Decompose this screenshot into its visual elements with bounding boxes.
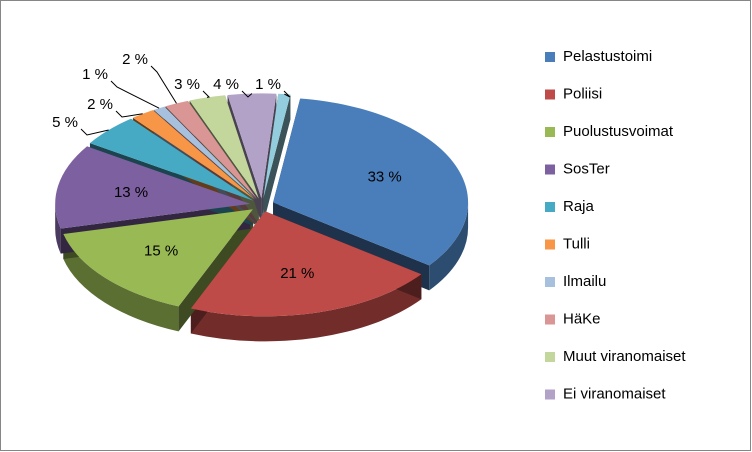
slice: [63, 209, 253, 307]
legend-label: HäKe: [563, 310, 601, 327]
slice-side: [63, 233, 179, 332]
leader-line: [202, 90, 211, 98]
data-label: 21 %: [280, 265, 314, 282]
data-label: 33 %: [368, 168, 402, 185]
legend-swatch: [545, 127, 555, 137]
data-label: 1 %: [82, 66, 108, 83]
legend-label: SosTer: [563, 160, 610, 177]
legend-swatch: [545, 352, 555, 362]
slice: [165, 100, 258, 199]
leader-line: [80, 128, 109, 136]
slice: [189, 95, 259, 199]
slice-side: [429, 202, 469, 291]
legend-label: Pelastustoimi: [563, 48, 652, 65]
data-label: 1 %: [255, 76, 281, 93]
legend-swatch: [545, 239, 555, 250]
slice-side: [55, 203, 61, 254]
legend-swatch: [545, 52, 555, 62]
label-bg: [86, 97, 114, 113]
label-bg: [212, 77, 240, 93]
legend-swatch: [545, 89, 555, 100]
legend-label: Poliisi: [563, 85, 602, 102]
legend-swatch: [545, 277, 555, 287]
leader-line: [150, 65, 177, 104]
slice: [190, 211, 422, 317]
legend-label: Muut viranomaiset: [563, 348, 686, 365]
slice: [89, 118, 254, 201]
data-label: 5 %: [52, 114, 78, 131]
data-label: 13 %: [114, 184, 148, 201]
slice: [273, 98, 469, 266]
label-bg: [173, 77, 201, 93]
slice: [153, 106, 257, 200]
slice: [55, 146, 251, 229]
legend-swatch: [545, 164, 555, 175]
legend-label: Puolustusvoimat: [563, 123, 674, 140]
data-label: 3 %: [174, 76, 200, 93]
label-bg: [121, 52, 149, 68]
legend-label: Ilmailu: [563, 273, 606, 290]
legend-label: Raja: [563, 198, 595, 215]
label-bg: [81, 67, 109, 83]
data-label: 4 %: [213, 76, 239, 93]
slice-side: [190, 274, 422, 342]
leader-line: [283, 90, 291, 98]
data-label: 15 %: [144, 243, 178, 260]
legend-swatch: [545, 202, 555, 212]
slice: [227, 93, 277, 199]
leader-line: [241, 90, 253, 98]
legend-swatch: [545, 389, 555, 400]
legend-label: Ei viranomaiset: [563, 385, 666, 402]
slice-cut: [263, 94, 291, 224]
data-label: 2 %: [87, 96, 113, 113]
legend-swatch: [545, 314, 555, 325]
slice: [263, 93, 291, 199]
label-bg: [51, 115, 79, 131]
legend-label: Tulli: [563, 235, 590, 252]
data-label: 2 %: [122, 51, 148, 68]
leader-line: [110, 80, 160, 109]
leader-line: [115, 110, 143, 118]
label-bg: [254, 77, 282, 93]
slice: [132, 110, 256, 200]
